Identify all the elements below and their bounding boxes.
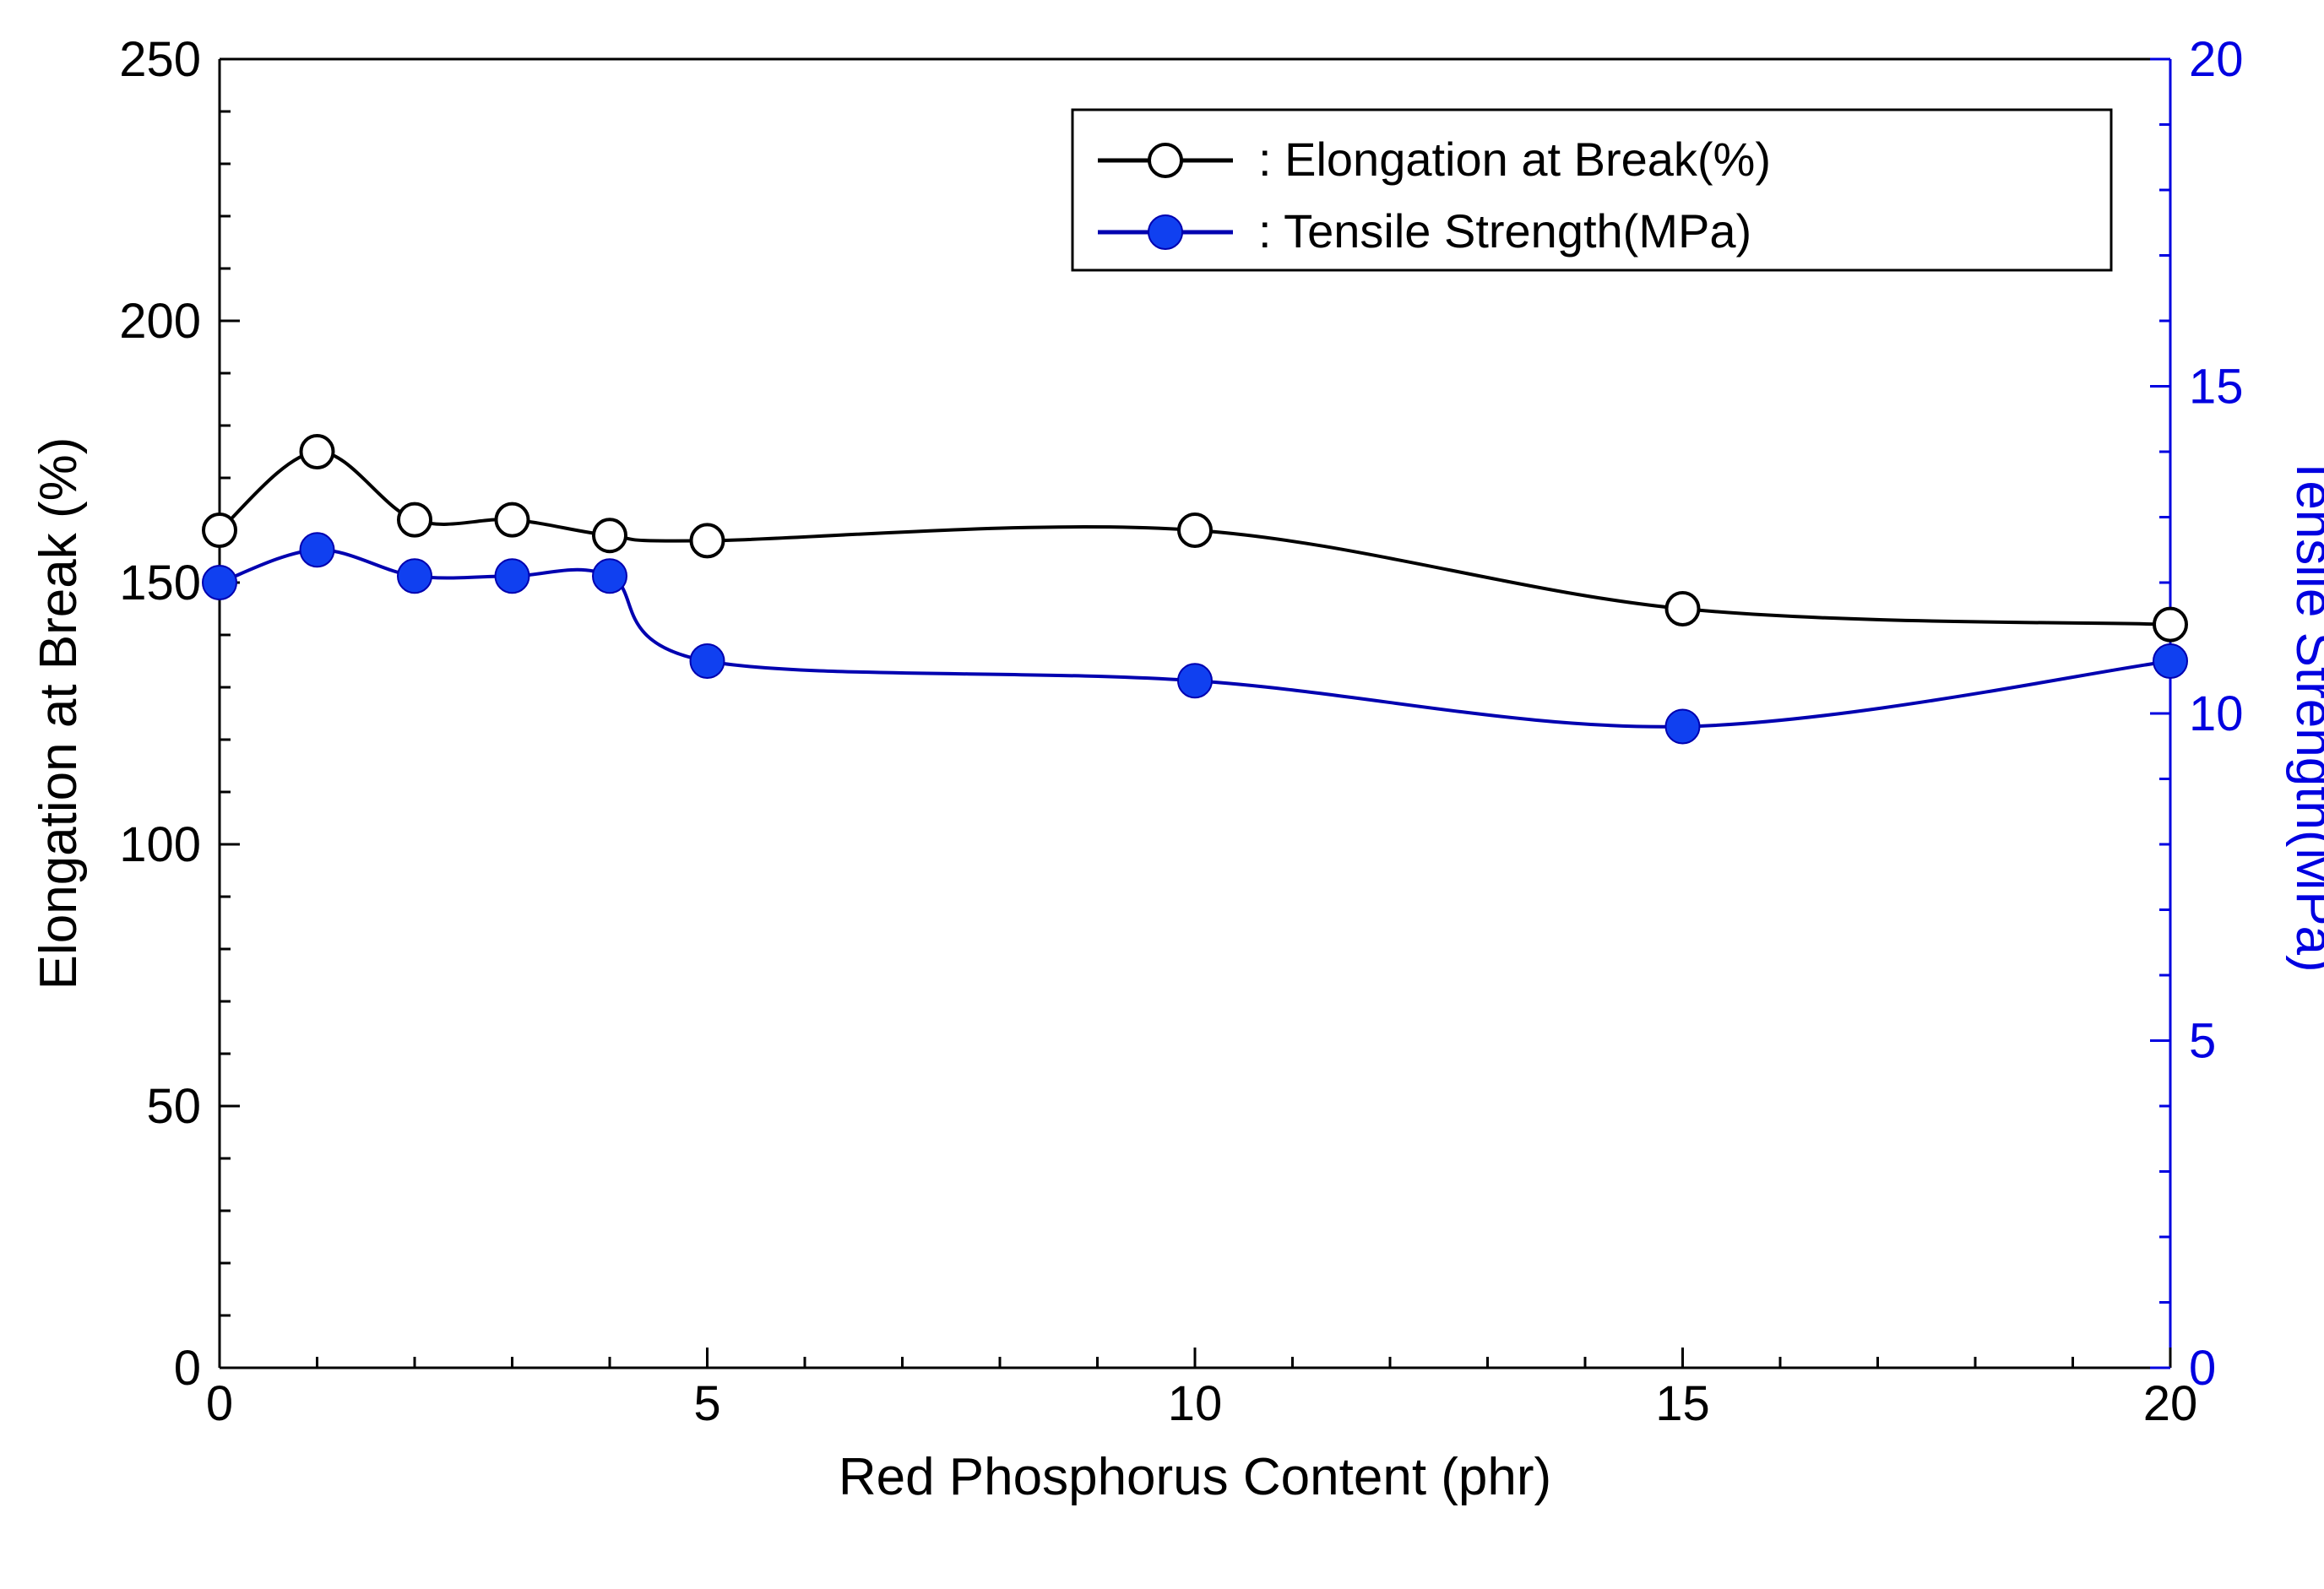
x-tick-label: 5 <box>693 1376 720 1431</box>
marker-elongation <box>692 524 724 556</box>
y-left-tick-label: 50 <box>146 1079 201 1134</box>
marker-tensile <box>496 559 529 593</box>
marker-tensile <box>301 533 334 567</box>
y-right-tick-label: 0 <box>2189 1341 2216 1396</box>
legend-label-tensile: : Tensile Strength(MPa) <box>1258 204 1751 258</box>
marker-tensile <box>593 559 627 593</box>
marker-elongation <box>399 504 431 536</box>
x-tick-label: 15 <box>1655 1376 1710 1431</box>
marker-elongation <box>594 519 626 551</box>
marker-tensile <box>398 559 432 593</box>
legend-label-elongation: : Elongation at Break(%) <box>1258 133 1771 186</box>
x-axis-title: Red Phosphorus Content (phr) <box>839 1448 1551 1506</box>
chart-container: 0510152005010015020025005101520Red Phosp… <box>0 0 2324 1589</box>
marker-elongation <box>1667 593 1699 625</box>
y-left-tick-label: 0 <box>174 1341 201 1396</box>
y-right-tick-label: 20 <box>2189 32 2244 87</box>
y-left-tick-label: 150 <box>119 556 201 610</box>
legend-marker-tensile <box>1148 215 1182 249</box>
marker-elongation <box>301 436 334 468</box>
marker-elongation <box>204 514 236 546</box>
x-tick-label: 0 <box>206 1376 233 1431</box>
marker-tensile <box>1178 664 1212 697</box>
chart-svg: 0510152005010015020025005101520Red Phosp… <box>0 0 2324 1589</box>
y-right-axis-title: Tensile Strength(MPa) <box>2285 454 2324 972</box>
marker-tensile <box>1666 710 1700 744</box>
y-left-tick-label: 250 <box>119 32 201 87</box>
legend-marker-elongation <box>1149 144 1181 176</box>
marker-tensile <box>203 566 236 599</box>
y-left-tick-label: 200 <box>119 294 201 349</box>
y-right-tick-label: 10 <box>2189 686 2244 741</box>
marker-elongation <box>1179 514 1211 546</box>
marker-tensile <box>2153 644 2187 678</box>
y-left-axis-title: Elongation at Break (%) <box>30 437 88 990</box>
marker-elongation <box>497 504 529 536</box>
y-right-tick-label: 5 <box>2189 1014 2216 1069</box>
y-left-tick-label: 100 <box>119 817 201 872</box>
x-tick-label: 10 <box>1168 1376 1223 1431</box>
marker-tensile <box>691 644 725 678</box>
marker-elongation <box>2154 609 2186 641</box>
y-right-tick-label: 15 <box>2189 360 2244 415</box>
